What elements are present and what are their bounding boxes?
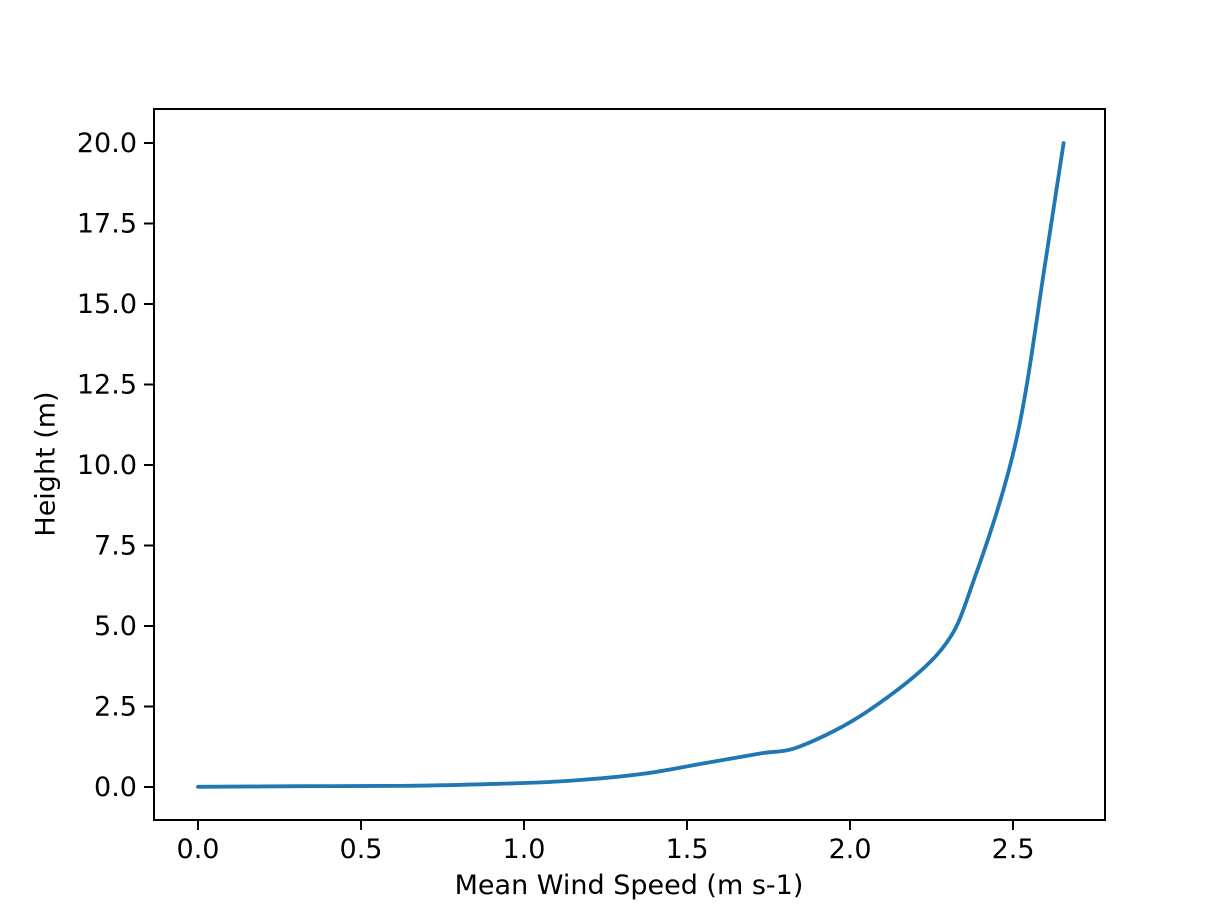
mean-wind-speed-profile-line [196,141,1066,789]
x-tick-label: 0.0 [177,834,220,865]
y-tick-label: 5.0 [94,611,137,642]
y-tick-label: 7.5 [94,530,137,561]
x-tick-label: 1.0 [503,834,546,865]
x-axis-label: Mean Wind Speed (m s-1) [454,870,804,901]
x-tick-label: 1.5 [666,834,709,865]
y-tick-label: 2.5 [94,691,137,722]
x-tick-label: 0.5 [340,834,383,865]
x-tick-label: 2.5 [992,834,1035,865]
axes-spines [153,108,1106,821]
y-tick-label: 10.0 [77,450,137,481]
y-tick-label: 17.5 [77,209,137,240]
y-tick-label: 20.0 [77,128,137,159]
y-tick-label: 0.0 [94,772,137,803]
y-tick-label: 15.0 [77,289,137,320]
y-tick-label: 12.5 [77,370,137,401]
y-axis-label: Height (m) [30,391,62,537]
x-tick-label: 2.0 [829,834,872,865]
